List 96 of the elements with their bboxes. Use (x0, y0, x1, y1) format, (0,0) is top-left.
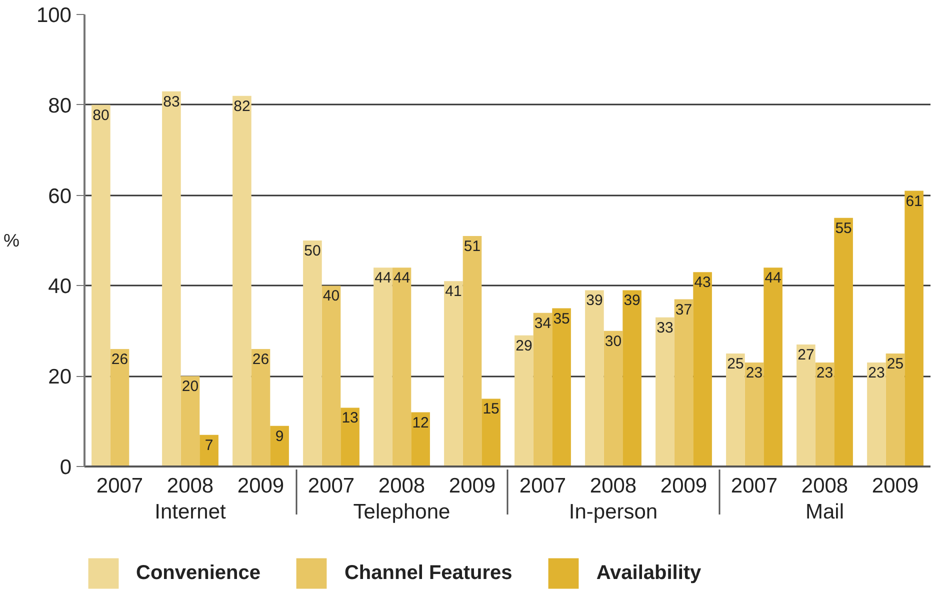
data-label: 25 (886, 356, 904, 372)
y-tick-label: 40 (48, 275, 72, 298)
bar (303, 240, 322, 466)
category-label: 2007 (308, 474, 355, 498)
bar (411, 412, 430, 466)
bar (482, 398, 500, 466)
bar (834, 218, 853, 466)
category-label: 2007 (96, 474, 144, 498)
data-label: 26 (252, 350, 270, 368)
data-label: 23 (746, 364, 763, 382)
bar (444, 281, 463, 466)
category-label: 2009 (237, 474, 284, 498)
bar (886, 354, 905, 466)
y-tick-label: 60 (48, 184, 72, 208)
bar (374, 268, 392, 466)
data-label: 12 (412, 414, 429, 432)
bar (270, 426, 289, 466)
legend-label: Availability (596, 562, 702, 584)
data-label: 23 (816, 364, 834, 382)
bar (693, 272, 712, 466)
bar (744, 362, 764, 466)
bar (392, 268, 412, 466)
y-tick-label: 0 (60, 456, 72, 479)
data-label: 44 (374, 270, 392, 287)
bar (322, 286, 341, 466)
category-label: 2008 (801, 474, 848, 498)
bar (815, 362, 834, 466)
bar (622, 290, 642, 466)
bar (604, 330, 623, 466)
data-label: 13 (342, 410, 358, 427)
bar (514, 335, 534, 466)
data-label: 39 (586, 292, 603, 310)
category-label: 2009 (660, 474, 708, 498)
data-label: 61 (906, 192, 922, 210)
data-label: 41 (445, 283, 462, 300)
legend-label: Convenience (136, 562, 260, 584)
data-label: 35 (553, 310, 570, 328)
category-label: 2007 (519, 474, 566, 498)
bar (162, 91, 181, 466)
category-label: 2008 (166, 474, 214, 498)
data-label: 44 (764, 270, 782, 287)
legend-label: Channel Features (344, 562, 512, 584)
y-tick-label: 100 (36, 4, 72, 27)
data-label: 43 (694, 274, 711, 292)
y-tick-label: 20 (48, 366, 72, 389)
bar (462, 236, 482, 466)
category-label: 2008 (378, 474, 426, 498)
bar (533, 312, 552, 466)
bar (867, 362, 886, 466)
data-label: 44 (393, 270, 410, 287)
data-label: 7 (204, 436, 214, 454)
bar (110, 348, 130, 466)
data-label: 37 (675, 301, 692, 318)
data-label: 83 (163, 93, 180, 110)
bar (656, 317, 674, 466)
bar (585, 290, 604, 466)
category-label: 2009 (872, 474, 919, 498)
category-label: 2008 (590, 474, 637, 498)
data-label: 80 (92, 106, 110, 124)
data-label: 39 (624, 292, 640, 310)
data-label: 27 (798, 346, 814, 364)
data-label: 30 (604, 332, 622, 350)
data-label: 50 (304, 242, 321, 260)
bar (796, 344, 816, 466)
category-label: 2009 (448, 474, 496, 498)
data-label: 25 (727, 356, 744, 372)
data-label: 15 (482, 400, 500, 418)
bar (552, 308, 571, 466)
data-label: 40 (322, 288, 340, 305)
category-label: Mail (806, 500, 844, 524)
data-label: 26 (111, 350, 128, 368)
bar (251, 348, 270, 466)
bar (200, 434, 218, 466)
data-label: 55 (835, 220, 852, 237)
bar (92, 104, 110, 466)
bar (674, 299, 694, 466)
category-label: 2007 (730, 474, 778, 498)
data-label: 51 (464, 238, 481, 255)
bar (904, 190, 924, 466)
data-label: 29 (516, 337, 532, 354)
bar (340, 408, 360, 466)
bar (764, 268, 782, 466)
category-label: Telephone (353, 500, 450, 524)
bar (726, 354, 745, 466)
data-label: 33 (656, 319, 674, 336)
data-label: 34 (534, 314, 552, 332)
data-label: 9 (275, 428, 284, 445)
data-label: 20 (182, 378, 199, 396)
bar (232, 96, 252, 466)
y-axis-title: % (3, 230, 20, 250)
y-tick-label: 80 (48, 94, 72, 118)
data-label: 23 (868, 364, 885, 382)
data-label: 82 (234, 98, 250, 115)
category-label: In-person (568, 500, 658, 524)
bar (180, 376, 200, 466)
category-label: Internet (154, 500, 226, 524)
